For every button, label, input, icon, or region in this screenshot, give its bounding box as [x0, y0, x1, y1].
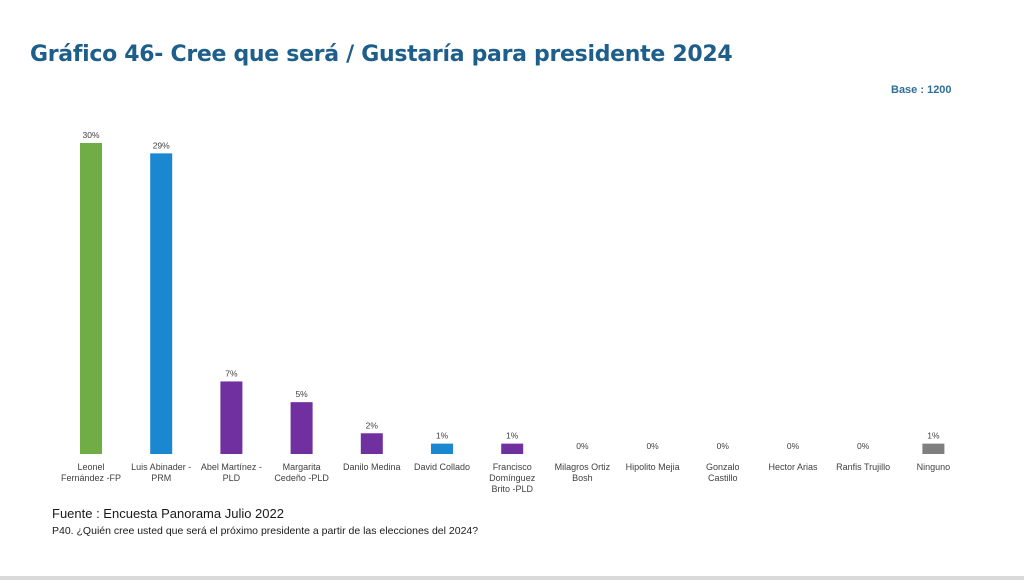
category-label-2: Abel Martínez -PLD: [201, 462, 262, 483]
bottom-divider: [0, 576, 1024, 580]
bar-chart: 30% Leonel Fernández -FP 29% Luis Abinader -…: [61, 130, 951, 494]
data-label-1: 29%: [153, 140, 170, 150]
bar-5: [431, 443, 453, 454]
bar-1: [150, 153, 173, 454]
data-label-10: 0%: [787, 441, 800, 451]
category-label-9: Gonzalo Castillo: [706, 462, 740, 483]
bar-4: [360, 433, 383, 454]
category-label-8: Hipolito Mejia: [626, 462, 680, 472]
bar-0: [80, 143, 102, 454]
category-label-4: Danilo Medina: [343, 462, 401, 472]
base-sample-label: Base : 1200: [891, 84, 952, 96]
category-label-7: Milagros Ortiz Bosh: [555, 462, 611, 483]
data-label-5: 1%: [436, 431, 449, 441]
data-label-2: 7%: [225, 368, 238, 378]
data-label-8: 0%: [646, 441, 659, 451]
category-label-1: Luis Abinader -PRM: [131, 462, 191, 483]
category-label-3: Margarita Cedeño -PLD: [274, 462, 329, 483]
chart-title: Gráfico 46- Cree que será / Gustaría par…: [30, 42, 733, 67]
data-label-0: 30%: [82, 130, 99, 140]
data-label-3: 5%: [295, 389, 308, 399]
bar-6: [501, 443, 524, 454]
source-note: Fuente : Encuesta Panorama Julio 2022: [52, 506, 284, 521]
category-label-6: Francisco Domínguez Brito -PLD: [489, 462, 536, 494]
data-label-9: 0%: [717, 441, 730, 451]
bar-12: [922, 443, 945, 454]
data-label-4: 2%: [366, 420, 379, 430]
category-label-12: Ninguno: [917, 462, 951, 472]
category-label-5: David Collado: [414, 462, 470, 472]
data-label-12: 1%: [927, 431, 940, 441]
category-label-0: Leonel Fernández -FP: [61, 462, 121, 483]
bar-2: [220, 381, 243, 454]
category-label-10: Hector Arias: [768, 462, 818, 472]
bar-3: [290, 402, 313, 454]
data-label-11: 0%: [857, 441, 870, 451]
survey-question: P40. ¿Quién cree usted que será el próxi…: [52, 525, 479, 537]
category-label-11: Ranfis Trujillo: [836, 462, 890, 472]
data-label-7: 0%: [576, 441, 589, 451]
data-label-6: 1%: [506, 431, 519, 441]
